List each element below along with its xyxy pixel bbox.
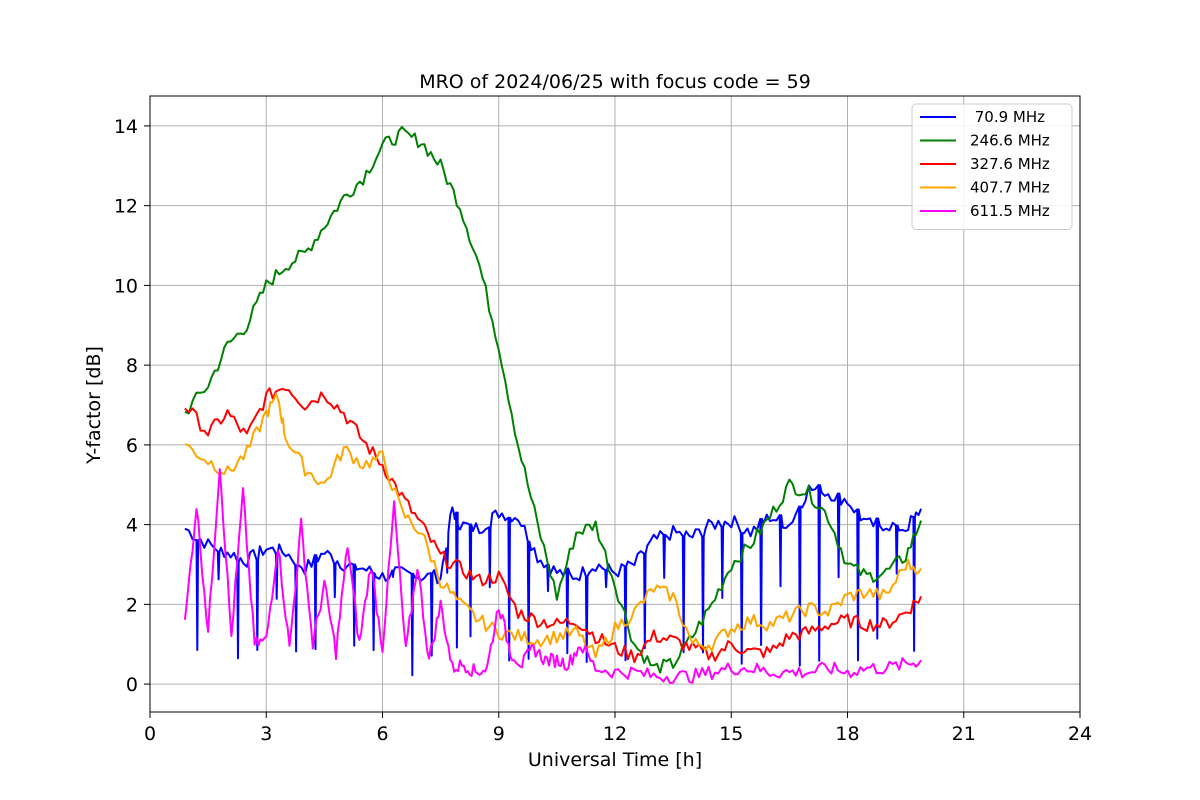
legend-label: 327.6 MHz <box>970 155 1050 173</box>
chart-title: MRO of 2024/06/25 with focus code = 59 <box>419 71 811 93</box>
y-tick-label: 12 <box>114 196 138 218</box>
x-tick-label: 18 <box>835 723 859 745</box>
y-tick-label: 14 <box>114 116 138 138</box>
x-tick-label: 0 <box>144 723 156 745</box>
y-tick-label: 6 <box>126 435 138 457</box>
y-axis: 0 2 4 6 8 10 12 14 <box>114 116 150 696</box>
series-layer <box>183 126 923 684</box>
legend-label: 611.5 MHz <box>970 202 1050 220</box>
legend-label: 407.7 MHz <box>970 179 1050 197</box>
y-tick-label: 2 <box>126 594 138 616</box>
x-tick-label: 9 <box>493 723 505 745</box>
y-axis-label: Y-factor [dB] <box>83 346 105 465</box>
series-line <box>183 468 922 684</box>
legend-label: 246.6 MHz <box>970 132 1050 150</box>
y-tick-label: 10 <box>114 275 138 297</box>
series-line <box>184 484 923 677</box>
x-tick-label: 21 <box>952 723 976 745</box>
x-tick-label: 12 <box>603 723 627 745</box>
x-axis: 0 3 6 9 12 15 18 21 24 <box>144 712 1092 745</box>
legend-label: 70.9 MHz <box>970 108 1045 126</box>
x-tick-label: 15 <box>719 723 743 745</box>
y-tick-label: 4 <box>126 515 138 537</box>
series-line <box>184 392 922 659</box>
legend-box <box>911 103 1073 230</box>
x-tick-label: 6 <box>376 723 388 745</box>
x-axis-label: Universal Time [h] <box>528 749 702 771</box>
x-tick-label: 3 <box>260 723 272 745</box>
series-line <box>184 387 923 664</box>
series-line <box>184 126 923 674</box>
y-tick-label: 8 <box>126 355 138 377</box>
y-tick-label: 0 <box>126 674 138 696</box>
legend: 70.9 MHz 246.6 MHz 327.6 MHz 407.7 MHz 611.5… <box>911 103 1073 230</box>
x-tick-label: 24 <box>1068 723 1092 745</box>
